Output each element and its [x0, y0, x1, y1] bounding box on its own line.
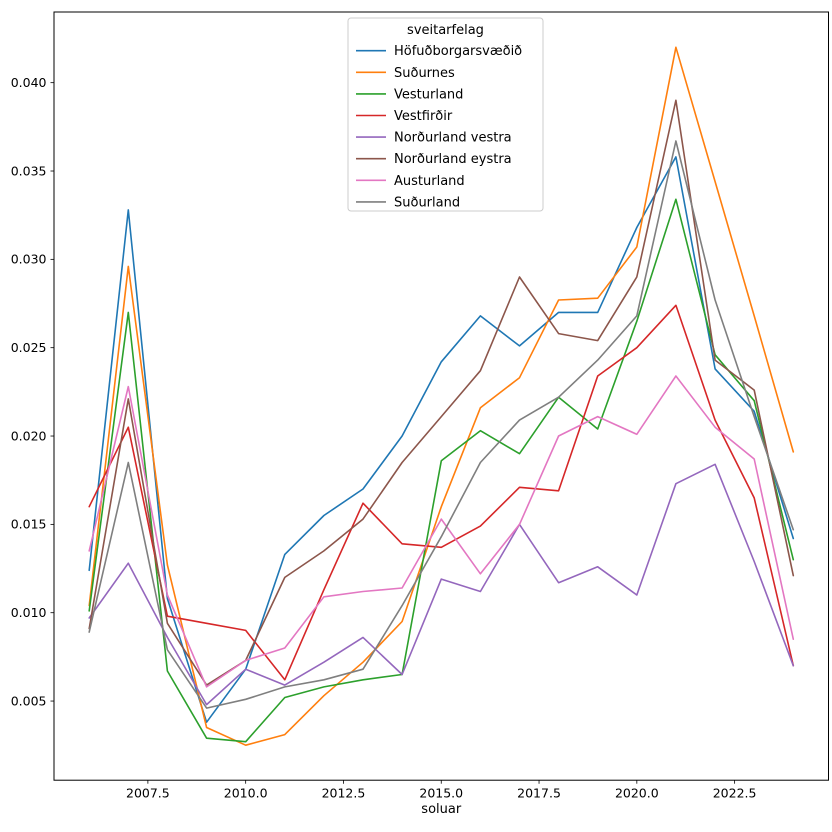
series-line-7 — [88, 140, 795, 709]
x-tick-label: 2007.5 — [126, 786, 170, 801]
series-line-6 — [88, 375, 795, 688]
y-tick-label: 0.010 — [11, 605, 47, 620]
x-axis-label: soluar — [421, 802, 462, 817]
x-tick-label: 2012.5 — [322, 786, 366, 801]
legend-item-label-4: Norðurland vestra — [394, 131, 512, 146]
x-tick-label: 2020.0 — [615, 786, 659, 801]
series-line-4 — [88, 463, 795, 706]
y-tick-label: 0.015 — [11, 517, 47, 532]
legend-item-label-7: Suðurland — [394, 195, 460, 210]
legend-item-label-3: Vestfirðir — [394, 109, 453, 124]
legend-box — [347, 17, 544, 212]
x-tick-label: 2015.0 — [419, 786, 463, 801]
legend-item-label-1: Suðurnes — [394, 66, 455, 81]
legend-item-label-6: Austurland — [394, 174, 465, 189]
series-line-2 — [88, 198, 795, 743]
y-tick-label: 0.035 — [11, 163, 47, 178]
legend: sveitarfelag Höfuðborgarsvæðið Suðurnes Ves… — [347, 17, 544, 212]
y-tick-label: 0.025 — [11, 340, 47, 355]
legend-item-label-5: Norðurland eystra — [394, 152, 512, 167]
series-line-0 — [88, 156, 795, 724]
y-tick-label: 0.005 — [11, 693, 47, 708]
y-tick-label: 0.040 — [11, 75, 47, 90]
legend-title: sveitarfelag — [407, 23, 484, 38]
legend-item-label-0: Höfuðborgarsvæðið — [394, 44, 522, 59]
x-tick-label: 2010.0 — [224, 786, 268, 801]
series-line-3 — [88, 304, 795, 681]
x-tick-label: 2022.5 — [713, 786, 757, 801]
y-tick-label: 0.020 — [11, 428, 47, 443]
legend-item-label-2: Vesturland — [394, 87, 463, 102]
x-tick-label: 2017.5 — [517, 786, 561, 801]
series-line-1 — [88, 46, 795, 747]
plot-area-frame — [53, 11, 829, 781]
y-tick-label: 0.030 — [11, 252, 47, 267]
